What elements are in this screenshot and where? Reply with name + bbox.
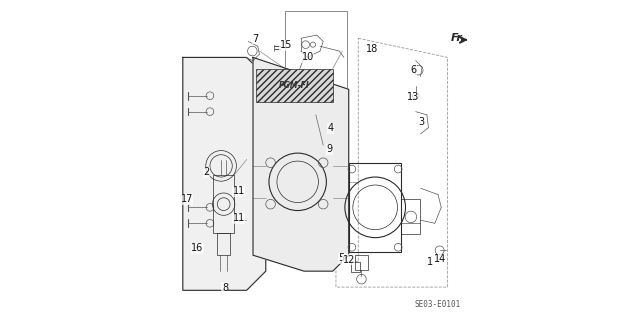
Text: 1: 1 [427,256,433,267]
Text: 8: 8 [222,283,228,293]
Text: PGM-FI: PGM-FI [279,81,310,90]
Polygon shape [253,57,349,271]
Polygon shape [183,57,266,290]
Bar [285,11,347,102]
Text: 3: 3 [419,117,424,127]
Text: 6: 6 [410,65,417,75]
Text: 9: 9 [326,144,333,154]
Bar [349,163,401,252]
Text: 14: 14 [433,254,445,264]
Text: 15: 15 [280,40,292,50]
Text: 11: 11 [232,186,244,197]
Text: 16: 16 [191,243,204,253]
Bar [256,69,333,102]
Text: 13: 13 [407,92,419,102]
Bar [218,233,230,255]
Bar [213,175,234,233]
Bar [355,255,368,270]
Text: 12: 12 [342,255,355,265]
Text: 17: 17 [180,194,193,204]
Text: 2: 2 [203,167,209,177]
Text: 4: 4 [327,123,333,133]
Text: SE03-E0101: SE03-E0101 [415,300,461,309]
Bar [351,262,360,272]
Text: 7: 7 [252,34,259,44]
Text: Fr.: Fr. [451,33,465,43]
Text: 18: 18 [365,44,378,55]
Text: 5: 5 [339,253,345,263]
Text: 11: 11 [232,213,244,223]
Text: 10: 10 [301,52,314,63]
Bar [401,199,420,234]
